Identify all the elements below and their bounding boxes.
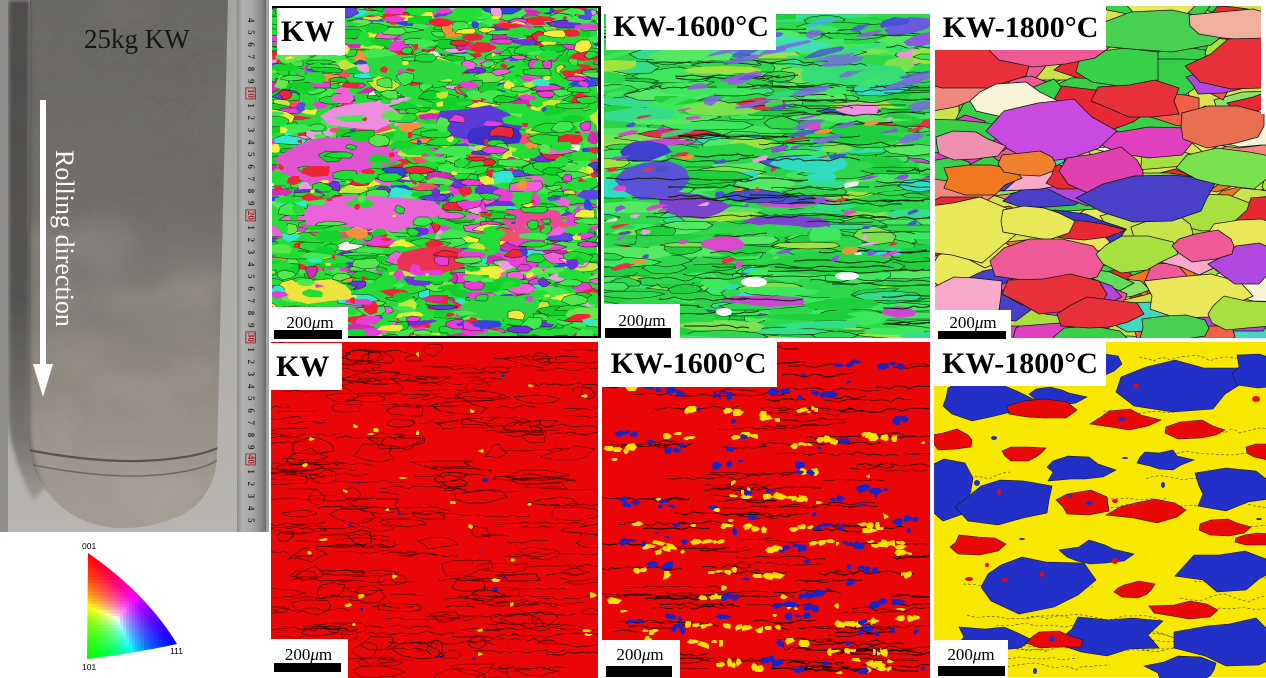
- svg-text:4: 4: [246, 506, 256, 511]
- svg-text:4: 4: [246, 384, 256, 389]
- svg-text:8: 8: [246, 189, 256, 194]
- svg-text:8: 8: [246, 433, 256, 438]
- svg-text:9: 9: [246, 201, 256, 206]
- svg-text:5: 5: [246, 274, 256, 279]
- svg-text:40: 40: [246, 455, 256, 465]
- svg-text:6: 6: [246, 408, 256, 413]
- svg-text:6: 6: [246, 42, 256, 47]
- svg-text:9: 9: [246, 445, 256, 450]
- svg-text:3: 3: [246, 372, 256, 377]
- svg-text:1: 1: [246, 469, 256, 474]
- svg-text:7: 7: [246, 177, 256, 182]
- svg-text:2: 2: [246, 360, 256, 365]
- svg-text:5: 5: [246, 518, 256, 523]
- svg-text:7: 7: [246, 55, 256, 60]
- svg-text:1: 1: [246, 103, 256, 108]
- svg-text:5: 5: [246, 396, 256, 401]
- svg-text:8: 8: [246, 311, 256, 316]
- svg-text:2: 2: [246, 116, 256, 121]
- svg-text:5: 5: [246, 152, 256, 157]
- svg-text:1: 1: [246, 347, 256, 352]
- svg-text:30: 30: [246, 333, 256, 343]
- svg-text:10: 10: [246, 89, 256, 99]
- svg-text:7: 7: [246, 421, 256, 426]
- svg-text:9: 9: [246, 323, 256, 328]
- svg-text:3: 3: [246, 494, 256, 499]
- svg-text:4: 4: [246, 18, 256, 23]
- svg-text:1: 1: [246, 225, 256, 230]
- svg-text:2: 2: [246, 482, 256, 487]
- svg-text:6: 6: [246, 286, 256, 291]
- svg-text:6: 6: [246, 164, 256, 169]
- svg-text:3: 3: [246, 250, 256, 255]
- svg-text:5: 5: [246, 30, 256, 35]
- svg-text:7: 7: [246, 299, 256, 304]
- svg-text:8: 8: [246, 67, 256, 72]
- svg-text:20: 20: [246, 211, 256, 221]
- svg-text:4: 4: [246, 262, 256, 267]
- svg-text:3: 3: [246, 128, 256, 133]
- svg-text:4: 4: [246, 140, 256, 145]
- svg-text:9: 9: [246, 79, 256, 84]
- svg-text:2: 2: [246, 238, 256, 243]
